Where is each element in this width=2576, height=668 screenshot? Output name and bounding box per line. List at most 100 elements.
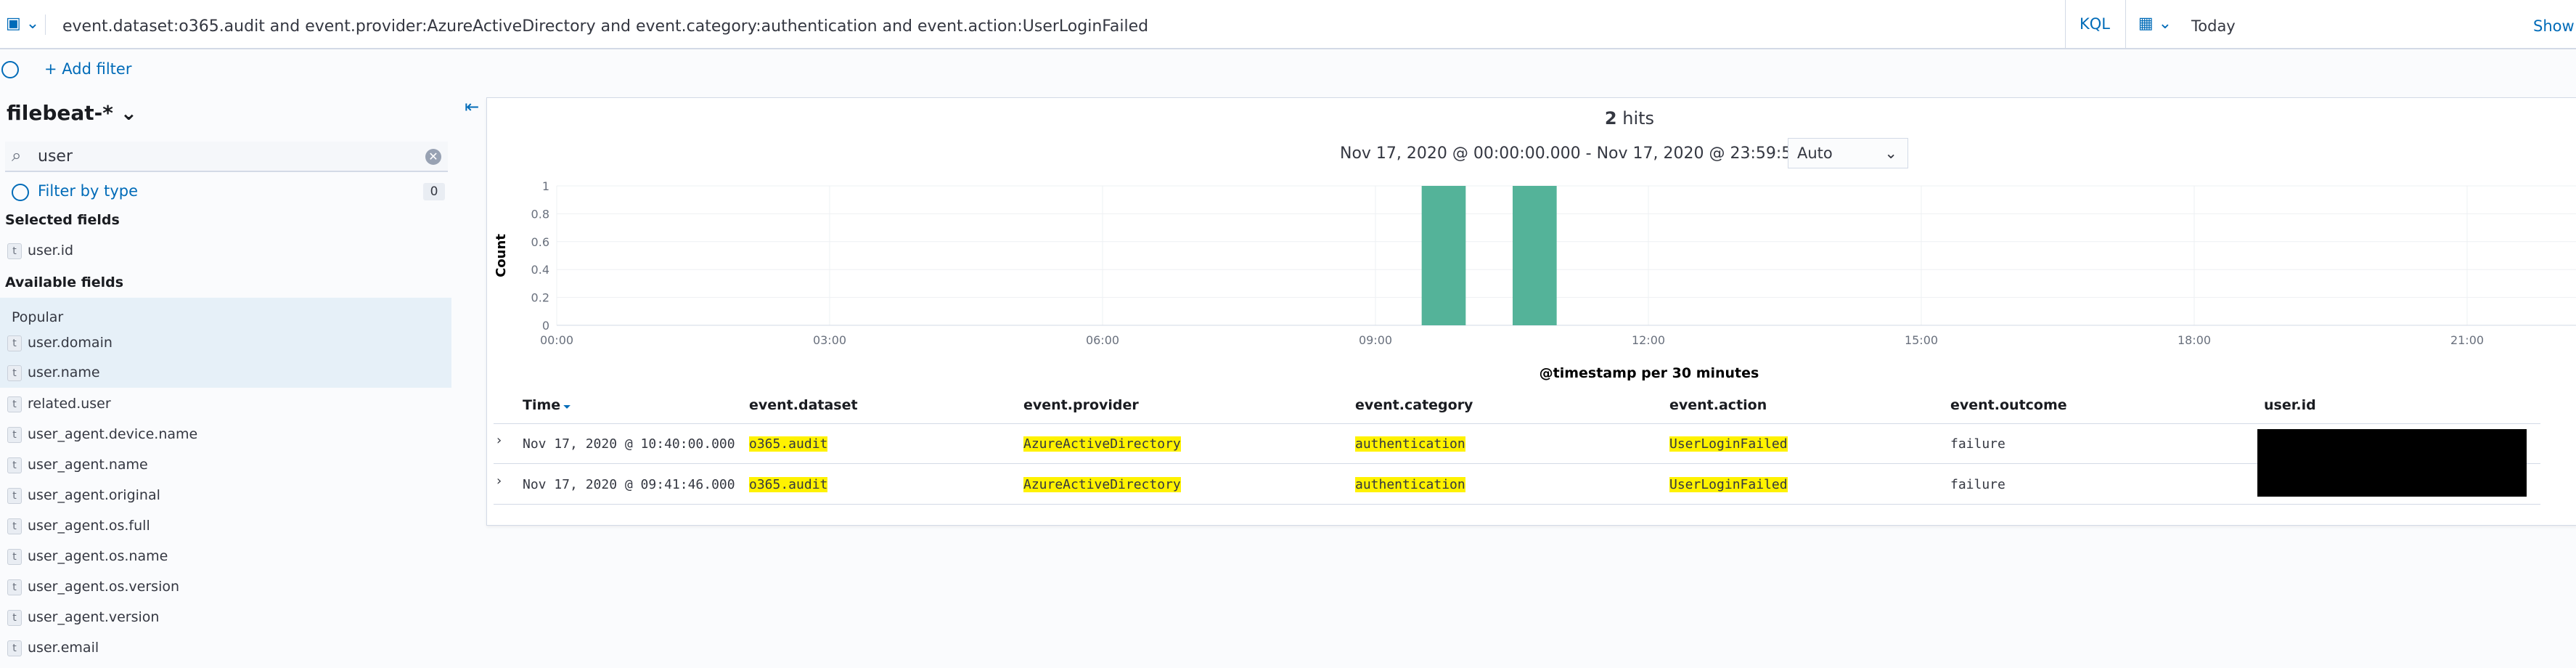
add-filter[interactable]: + Add filter — [44, 60, 132, 78]
field-type: t — [7, 487, 22, 504]
language-toggle[interactable]: KQL — [2065, 0, 2124, 48]
available-fields-title: Available fields — [5, 274, 124, 290]
field-name: user_agent.os.full — [28, 518, 150, 534]
field-type: t — [7, 548, 22, 565]
field-type: t — [7, 518, 22, 534]
table-cell: authentication — [1355, 434, 1465, 452]
field-type: t — [7, 579, 22, 595]
hits-count: 2 — [1604, 108, 1617, 129]
expand-row[interactable]: › — [496, 473, 502, 489]
header-border — [494, 423, 2540, 424]
field[interactable]: t user.id — [7, 243, 73, 259]
field-type: t — [7, 335, 22, 351]
column-header[interactable]: event.dataset — [749, 397, 858, 413]
cell-text: authentication — [1355, 477, 1465, 492]
field-name: user.email — [28, 640, 99, 656]
table-cell: UserLoginFailed — [1669, 475, 1788, 492]
table-cell: failure — [1950, 434, 2005, 452]
field-name: user_agent.name — [28, 457, 148, 473]
field[interactable]: t user_agent.device.name — [7, 426, 197, 443]
x-tick-label: 18:00 — [2178, 333, 2211, 347]
sort-arrow[interactable]: ⏷ — [560, 402, 571, 412]
hits: 2 hits — [1597, 108, 1662, 129]
show-dates[interactable]: Show — [2533, 17, 2575, 35]
table-cell: Nov 17, 2020 @ 10:40:00.000 — [523, 434, 735, 452]
filter-icon[interactable] — [1, 61, 19, 78]
field-type: t — [7, 426, 22, 443]
date-picker[interactable]: Today — [2191, 17, 2236, 35]
field[interactable]: t related.user — [7, 396, 111, 412]
table-cell: Nov 17, 2020 @ 09:41:46.000 — [523, 475, 735, 492]
table-cell: AzureActiveDirectory — [1023, 434, 1181, 452]
query-input[interactable]: event.dataset:o365.audit and event.provi… — [62, 17, 1149, 36]
y-tick-label: 1 — [542, 179, 549, 193]
field[interactable]: t user_agent.original — [7, 487, 160, 504]
field-type: t — [7, 364, 22, 381]
index-pattern[interactable]: filebeat-* ⌄ — [7, 101, 138, 125]
table-cell: UserLoginFailed — [1669, 434, 1788, 452]
expand-row[interactable]: › — [496, 433, 502, 448]
column-header[interactable]: Time ⏷ — [523, 397, 571, 413]
column-header[interactable]: event.action — [1669, 397, 1767, 413]
field-name: user.id — [28, 243, 74, 258]
cell-text: UserLoginFailed — [1669, 436, 1788, 452]
row-border — [494, 504, 2540, 505]
x-tick-label: 15:00 — [1905, 333, 1938, 347]
popular-panel — [0, 298, 451, 388]
interval-select[interactable]: Auto ⌄ — [1788, 138, 1908, 168]
table-cell: failure — [1950, 475, 2005, 492]
field-name: user_agent.device.name — [28, 426, 198, 442]
date-quick-menu[interactable]: ▦ ⌄ — [2125, 0, 2184, 48]
x-tick-label: 21:00 — [2450, 333, 2484, 347]
filter-by-type[interactable]: Filter by type — [38, 182, 139, 200]
x-axis-title: @timestamp per 30 minutes — [1540, 365, 1759, 381]
table-cell: o365.audit — [749, 475, 828, 492]
x-tick-label: 09:00 — [1359, 333, 1392, 347]
bar — [1421, 186, 1466, 325]
cell-text: Nov 17, 2020 @ 10:40:00.000 — [523, 436, 735, 452]
field-type: t — [7, 396, 22, 412]
collapse-sidebar[interactable]: ⇤ — [465, 97, 480, 117]
column-header[interactable]: event.outcome — [1950, 397, 2067, 413]
cell-text: Nov 17, 2020 @ 09:41:46.000 — [523, 477, 735, 492]
field-search[interactable] — [5, 142, 448, 172]
field[interactable]: t user.email — [7, 640, 99, 656]
y-tick-label: 0 — [542, 319, 549, 333]
field-name: user.name — [28, 364, 100, 380]
field-name: user.domain — [28, 335, 113, 351]
table-cell: authentication — [1355, 475, 1465, 492]
time-range: Nov 17, 2020 @ 00:00:00.000 - Nov 17, 20… — [1340, 144, 1838, 163]
saved-query-button[interactable]: ▣ ⌄ — [6, 15, 46, 35]
popular-title: Popular — [12, 309, 64, 325]
field-name: related.user — [28, 396, 111, 412]
clear-search[interactable]: ✕ — [425, 149, 441, 165]
x-tick-label: 00:00 — [540, 333, 573, 347]
column-header[interactable]: event.category — [1355, 397, 1473, 413]
y-tick-label: 0.4 — [531, 263, 549, 277]
column-header[interactable]: event.provider — [1023, 397, 1139, 413]
search-icon: ⌕ — [12, 145, 22, 166]
y-tick-label: 0.6 — [531, 235, 549, 249]
column-header[interactable]: user.id — [2264, 397, 2316, 413]
field[interactable]: t user_agent.os.version — [7, 579, 179, 595]
field[interactable]: t user_agent.os.name — [7, 548, 168, 565]
field-name: user_agent.original — [28, 487, 160, 503]
interval-value: Auto — [1797, 144, 1833, 162]
query-bar — [0, 0, 2576, 49]
cell-text: failure — [1950, 477, 2005, 492]
field-type: t — [7, 457, 22, 473]
field-type: t — [7, 609, 22, 626]
table-cell: o365.audit — [749, 434, 828, 452]
cell-text: AzureActiveDirectory — [1023, 477, 1181, 492]
field[interactable]: t user_agent.os.full — [7, 518, 150, 534]
field[interactable]: t user_agent.name — [7, 457, 148, 473]
y-axis-title: Count — [494, 234, 509, 277]
y-tick-label: 0.2 — [531, 291, 549, 305]
field[interactable]: t user.name — [7, 364, 100, 381]
filter-type-icon — [12, 184, 29, 201]
histogram: 0 0.2 0.4 0.6 0.8 1 00:00 03:00 06:00 09:00 12:00 1… — [494, 179, 2576, 381]
field[interactable]: t user.domain — [7, 335, 113, 351]
field[interactable]: t user_agent.version — [7, 609, 159, 626]
field-search-text: user — [38, 147, 73, 166]
